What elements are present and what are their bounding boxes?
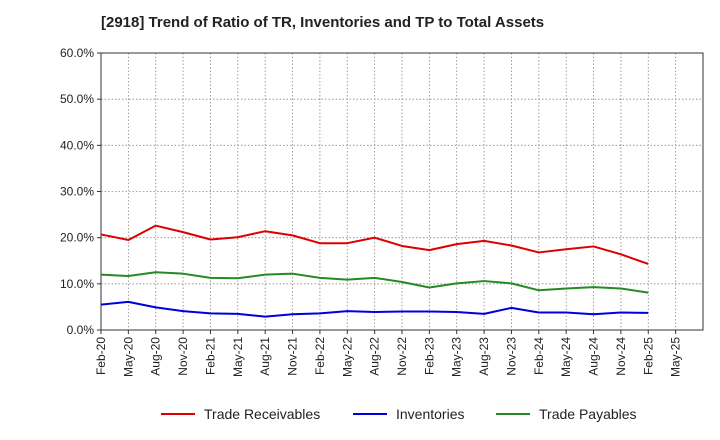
x-tick-label: May-25 [669,337,683,377]
x-tick-label: Aug-24 [587,337,601,376]
x-tick-label: Nov-22 [395,337,409,376]
x-tick-label: Feb-25 [641,337,655,375]
x-tick-label: Aug-23 [477,337,491,376]
x-tick-label: Feb-21 [203,337,217,375]
gridlines [101,53,703,330]
x-tick-label: Feb-20 [94,337,108,375]
legend-label-trade-receivables: Trade Receivables [204,406,320,422]
x-tick-label: Nov-21 [286,337,300,376]
y-tick-label: 20.0% [60,231,94,245]
x-tick-label: Nov-23 [504,337,518,376]
x-tick-label: May-24 [559,337,573,377]
y-tick-label: 30.0% [60,185,94,199]
x-tick-label: May-23 [450,337,464,377]
x-tick-label: Aug-20 [149,337,163,376]
legend: Trade Receivables Inventories Trade Payabl… [161,406,637,422]
y-tick-label: 60.0% [60,46,94,60]
series-line-inventories [100,300,649,318]
y-tick-label: 50.0% [60,92,94,106]
chart-title: [2918] Trend of Ratio of TR, Inventories… [101,14,545,31]
x-tick-label: May-22 [340,337,354,377]
x-tick-label: Feb-24 [532,337,546,375]
x-tick-label: Nov-20 [176,337,190,376]
y-tick-label: 10.0% [60,277,94,291]
legend-label-trade-payables: Trade Payables [539,406,637,422]
series-line-trade-payables [100,271,649,294]
x-tick-label: Nov-24 [614,337,628,376]
x-tick-label: Aug-22 [368,337,382,376]
x-tick-label: Feb-23 [422,337,436,375]
x-tick-label: May-20 [121,337,135,377]
y-tick-label: 0.0% [67,323,95,337]
series-line-trade-receivables [100,224,649,265]
x-tick-label: May-21 [231,337,245,377]
x-tick-label: Aug-21 [258,337,272,376]
x-tick-label: Feb-22 [313,337,327,375]
legend-label-inventories: Inventories [396,406,464,422]
y-tick-label: 40.0% [60,138,94,152]
